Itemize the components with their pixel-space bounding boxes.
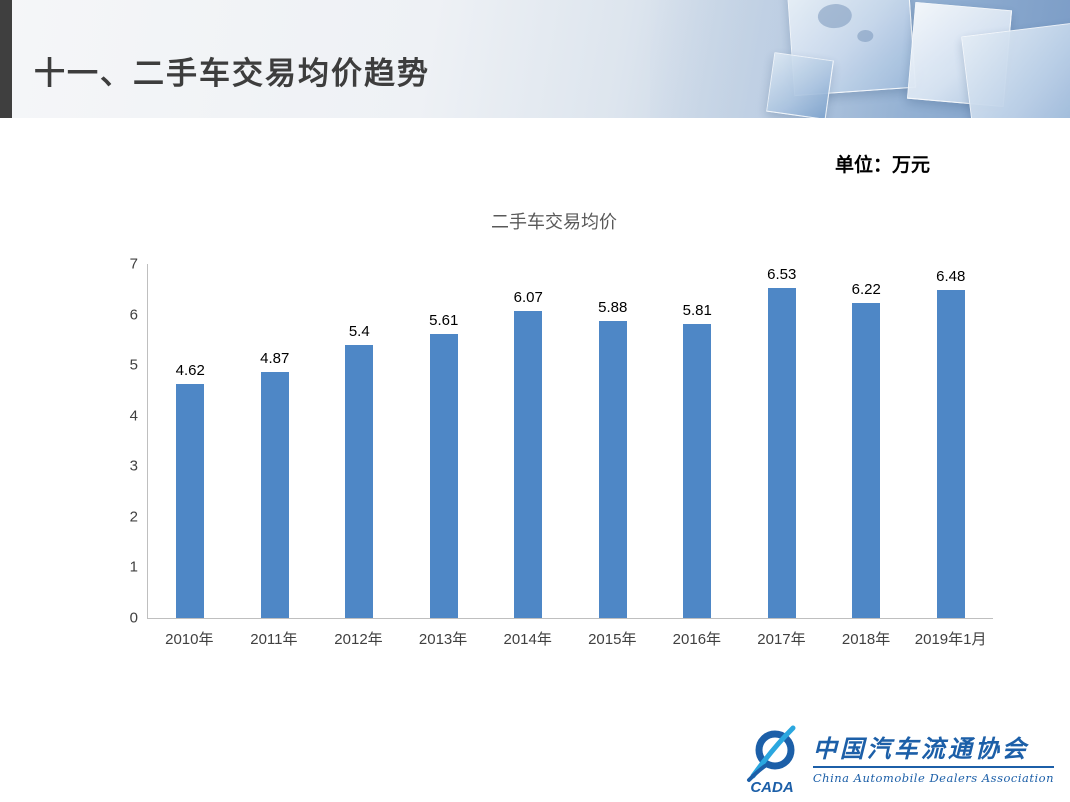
bar — [852, 303, 881, 618]
x-axis-category-label: 2014年 — [503, 631, 552, 648]
cada-logo: CADA 中国汽车流通协会 China Automobile Dealers A… — [739, 724, 1054, 796]
header-band: 十一、二手车交易均价趋势 — [0, 0, 1070, 118]
bar — [598, 320, 627, 618]
bar-value-label: 5.88 — [598, 298, 628, 316]
y-axis-tick-label: 0 — [129, 609, 138, 627]
bar — [767, 287, 796, 618]
logo-names: 中国汽车流通协会 China Automobile Dealers Associ… — [812, 734, 1054, 785]
bar — [514, 311, 543, 618]
bar-column: 6.22 — [824, 264, 909, 618]
bar-column: 6.48 — [909, 264, 994, 618]
bar — [176, 384, 205, 618]
bar — [345, 344, 374, 618]
cada-logo-icon: CADA — [746, 725, 796, 796]
bars-row: 4.62 4.87 5.4 5.61 6.07 5.88 5.81 6.53 6.22 6.48 — [148, 264, 993, 618]
bar-value-label: 4.87 — [260, 349, 290, 367]
plot-wrapper: 0 1 2 3 4 5 6 7 4.62 4.87 5.4 5.61 6.07 5.88 5.81 6.53… — [115, 257, 993, 626]
bar-value-label: 4.62 — [175, 362, 205, 380]
logo-name-cn: 中国汽车流通协会 — [812, 734, 1029, 764]
x-axis-category-label: 2018年 — [841, 631, 891, 648]
bar-value-label: 5.81 — [682, 302, 712, 320]
bar-column: 5.88 — [571, 264, 656, 618]
bar-column: 6.53 — [740, 264, 825, 618]
bar-column: 5.81 — [655, 264, 740, 618]
bar-column: 4.62 — [148, 264, 233, 618]
x-axis-category-label: 2016年 — [672, 631, 722, 648]
x-axis: 2010年 2011年 2012年 2013年 2014年 2015年 2016年 2017年… — [147, 628, 993, 649]
bar-column: 5.4 — [317, 264, 402, 618]
bar — [260, 371, 289, 618]
y-axis-tick-label: 7 — [129, 255, 138, 273]
bar-value-label: 6.53 — [767, 265, 797, 283]
y-axis: 0 1 2 3 4 5 6 7 — [115, 257, 147, 626]
page-title: 十一、二手车交易均价趋势 — [34, 56, 430, 91]
bar-chart: 二手车交易均价 0 1 2 3 4 5 6 7 4.62 4.87 5.4 5.61 6.07 5.88… — [115, 208, 993, 649]
bar-value-label: 6.48 — [936, 268, 966, 286]
cube-decoration — [961, 20, 1070, 118]
y-axis-tick-label: 5 — [129, 356, 138, 374]
bar-column: 5.61 — [402, 264, 487, 618]
bar-value-label: 5.61 — [429, 312, 459, 330]
y-axis-tick-label: 2 — [129, 508, 138, 526]
x-axis-category-label: 2012年 — [334, 631, 383, 648]
x-axis-category-label: 2015年 — [588, 631, 637, 648]
x-axis-category-label: 2019年1月 — [914, 631, 987, 648]
bar — [683, 324, 712, 618]
y-axis-tick-label: 6 — [129, 306, 138, 324]
bar-value-label: 6.07 — [513, 289, 543, 307]
plot-area: 4.62 4.87 5.4 5.61 6.07 5.88 5.81 6.53 6.22 6.48 — [147, 264, 993, 619]
header-accent-stripe — [0, 0, 12, 118]
x-axis-category-label: 2013年 — [418, 631, 468, 648]
cube-decoration — [766, 52, 834, 118]
x-axis-category-label: 2010年 — [165, 631, 214, 648]
bar-column: 6.07 — [486, 264, 571, 618]
logo-name-en: China Automobile Dealers Association — [812, 765, 1054, 785]
x-axis-category-label: 2011年 — [250, 631, 298, 648]
x-axis-category-label: 2017年 — [757, 631, 806, 648]
bar — [429, 334, 458, 618]
unit-label: 单位：万元 — [834, 155, 930, 176]
header-cubes-image — [650, 0, 1070, 118]
y-axis-tick-label: 3 — [129, 457, 138, 475]
bar — [936, 290, 965, 618]
cada-abbr-text: CADA — [750, 779, 793, 796]
y-axis-tick-label: 4 — [129, 407, 138, 425]
chart-title: 二手车交易均价 — [491, 212, 617, 232]
y-axis-tick-label: 1 — [129, 558, 138, 576]
bar-column: 4.87 — [233, 264, 318, 618]
bar-value-label: 5.4 — [348, 322, 370, 340]
bar-value-label: 6.22 — [851, 281, 881, 299]
